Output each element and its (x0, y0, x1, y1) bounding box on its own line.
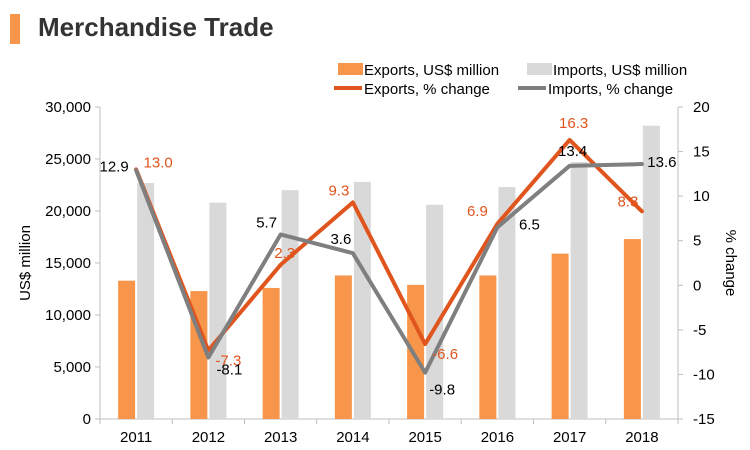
exports-change-label: -6.6 (432, 346, 458, 363)
title-accent-bar (10, 14, 20, 44)
imports-change-label: 3.6 (330, 231, 351, 248)
x-tick-label: 2014 (336, 429, 369, 446)
x-tick-label: 2013 (264, 429, 297, 446)
imports-bar (570, 162, 588, 419)
right-tick-label: -5 (693, 322, 706, 339)
imports-change-label: 12.9 (100, 158, 129, 175)
legend-exports-bar-label: Exports, US$ million (364, 62, 499, 79)
lines (134, 137, 644, 375)
left-tick-label: 25,000 (45, 151, 91, 168)
right-tick-label: 15 (693, 144, 710, 161)
imports-change-label: -9.8 (429, 382, 455, 399)
exports-bar (551, 253, 569, 419)
legend-imports-bar-label: Imports, US$ million (553, 62, 687, 79)
x-tick-label: 2016 (481, 429, 514, 446)
exports-bar (623, 239, 641, 419)
data-labels: 13.0 -7.3 2.3 9.3 -6.6 6.9 16.3 8.3 12.9 -8.1 5.7 3… (100, 115, 677, 399)
exports-change-label: 9.3 (328, 182, 349, 199)
exports-bar (334, 275, 352, 419)
right-tick-label: 20 (693, 99, 710, 116)
imports-bar (137, 182, 155, 419)
imports-bar (209, 202, 227, 419)
imports-change-label: 13.6 (647, 154, 676, 171)
imports-bar (498, 187, 516, 419)
right-tick-label: 5 (693, 233, 701, 250)
right-axis-title: % change (722, 230, 739, 297)
x-tick-label: 2012 (192, 429, 225, 446)
imports-change-label: 6.5 (519, 216, 540, 233)
imports-bar (281, 190, 299, 419)
exports-change-label: 6.9 (467, 203, 488, 220)
right-tick-label: 0 (693, 277, 701, 294)
left-tick-label: 0 (83, 411, 91, 428)
left-tick-label: 15,000 (45, 255, 91, 272)
x-tick-label: 2017 (553, 429, 586, 446)
right-tick-label: 10 (693, 188, 710, 205)
legend: Exports, US$ million Imports, US$ million… (334, 62, 687, 98)
x-tick-label: 2015 (408, 429, 441, 446)
left-tick-label: 20,000 (45, 203, 91, 220)
exports-change-label: 16.3 (559, 115, 588, 132)
right-tick-label: -15 (693, 411, 715, 428)
imports-change-label: -8.1 (216, 361, 242, 378)
x-tick-label: 2011 (120, 429, 152, 446)
left-tick-label: 10,000 (45, 307, 91, 324)
exports-bar (262, 287, 280, 419)
imports-change-line (134, 162, 644, 375)
left-axis-title: US$ million (17, 225, 34, 301)
legend-exports-bar-swatch (338, 63, 363, 75)
exports-change-label: -7.3 (215, 352, 241, 369)
imports-change-label: 13.4 (558, 143, 587, 160)
exports-change-label: 8.3 (617, 193, 638, 210)
imports-bar (353, 181, 371, 419)
imports-change-label: 5.7 (256, 214, 277, 231)
right-tick-label: -10 (693, 366, 715, 383)
exports-bar (407, 284, 425, 419)
axes: 0 5,000 10,000 15,000 20,000 25,000 30,000 -15 -… (17, 99, 739, 446)
exports-change-label: 13.0 (144, 154, 173, 171)
legend-imports-line-label: Imports, % change (548, 81, 673, 98)
left-tick-label: 30,000 (45, 99, 91, 116)
legend-exports-line-label: Exports, % change (364, 81, 490, 98)
page-title: Merchandise Trade (38, 12, 274, 42)
imports-bar (642, 125, 660, 419)
x-tick-label: 2018 (625, 429, 658, 446)
left-tick-label: 5,000 (53, 359, 91, 376)
legend-imports-bar-swatch (527, 63, 552, 75)
exports-change-label: 2.3 (274, 245, 295, 262)
exports-bar (118, 280, 136, 419)
exports-bar (479, 275, 497, 419)
